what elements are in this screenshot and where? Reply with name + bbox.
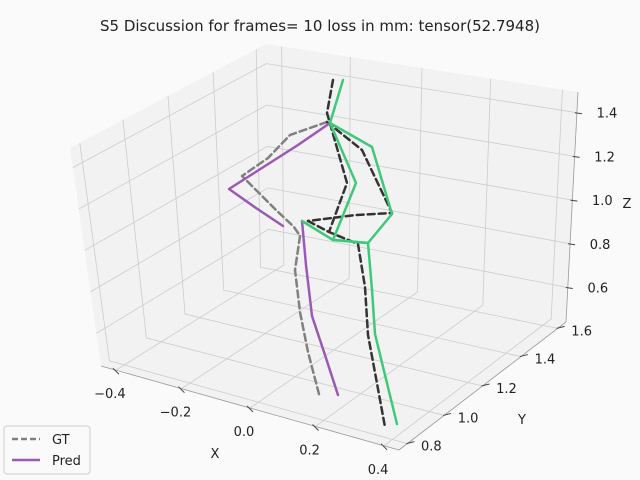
legend-pred-label: Pred [52, 454, 81, 469]
y-grid-line [255, 49, 558, 329]
z-tick [572, 155, 580, 158]
x-axis-label: X [211, 447, 220, 462]
z-grid-line [96, 228, 568, 334]
back-pane [266, 44, 578, 322]
x-tick-label: −0.2 [160, 406, 192, 421]
z-tick [568, 243, 576, 246]
x-tick [112, 367, 120, 375]
z-tick [574, 112, 582, 115]
z-tick-label: 1.2 [594, 150, 615, 165]
pred-left-arm [227, 121, 332, 228]
x-tick-label: 0.4 [368, 463, 389, 478]
x-tick-label: −0.4 [94, 387, 126, 402]
x-grid-line [315, 78, 492, 427]
y-axis-label: Y [517, 413, 526, 428]
gt-right-leg [306, 219, 387, 429]
z-grid-line [90, 187, 571, 293]
pred-left-leg [300, 219, 340, 397]
z-tick [570, 199, 578, 202]
y-tick [442, 412, 452, 416]
y-grid-line [167, 95, 483, 387]
x-tick [178, 386, 185, 394]
x-axis-line [100, 365, 400, 451]
y-tick [481, 383, 490, 387]
y-tick-label: 1.0 [458, 411, 479, 426]
z-tick-label: 0.8 [590, 238, 611, 253]
z-tick-label: 0.6 [587, 282, 608, 297]
chart-title: S5 Discussion for frames= 10 loss in mm:… [100, 17, 540, 35]
y-tick-label: 1.4 [535, 353, 556, 368]
z-grid-line [84, 146, 573, 251]
y-grid-line [79, 142, 408, 444]
gt-spine [325, 78, 349, 234]
z-tick-label: 1.4 [597, 107, 618, 122]
x-grid-line [181, 56, 351, 390]
axes-panes [70, 44, 578, 450]
left-pane [70, 44, 269, 366]
x-tick-label: 0.2 [299, 443, 320, 458]
z-axis-label: Z [623, 197, 632, 212]
y-tick [556, 325, 565, 329]
legend-gt-label: GT [52, 433, 70, 448]
y-tick-label: 0.8 [421, 440, 442, 455]
gt-left-arm [240, 120, 329, 238]
x-tick [312, 424, 319, 431]
pred-right-leg [300, 219, 399, 426]
z-tick-label: 1.0 [592, 194, 613, 209]
y-tick [519, 354, 529, 358]
x-tick [246, 405, 254, 413]
y-grid-line [122, 119, 445, 416]
y-tick-label: 1.2 [496, 382, 517, 397]
pred-spine [328, 78, 358, 242]
y-tick [406, 441, 415, 445]
x-grid-line [115, 46, 285, 371]
z-grid-line [78, 104, 575, 210]
z-grid-line [72, 63, 577, 168]
x-tick-label: 0.0 [234, 425, 255, 440]
floor-pane [101, 262, 566, 450]
skeleton-lines [227, 78, 399, 429]
y-tick-label: 1.6 [571, 324, 592, 339]
axis-ticks: −0.4 −0.2 0.0 0.2 0.4 0.8 1.0 1.2 1.4 1.6 1.4 1.2 1.… [94, 107, 617, 478]
y-grid-line [212, 72, 521, 357]
z-tick [565, 287, 573, 289]
x-tick [380, 443, 388, 451]
z-axis-line [565, 91, 579, 323]
x-grid-line [383, 89, 563, 447]
x-grid-line [249, 67, 423, 409]
grid-lines [72, 46, 579, 451]
gt-left-leg [293, 234, 322, 400]
legend: GT Pred [3, 425, 91, 475]
